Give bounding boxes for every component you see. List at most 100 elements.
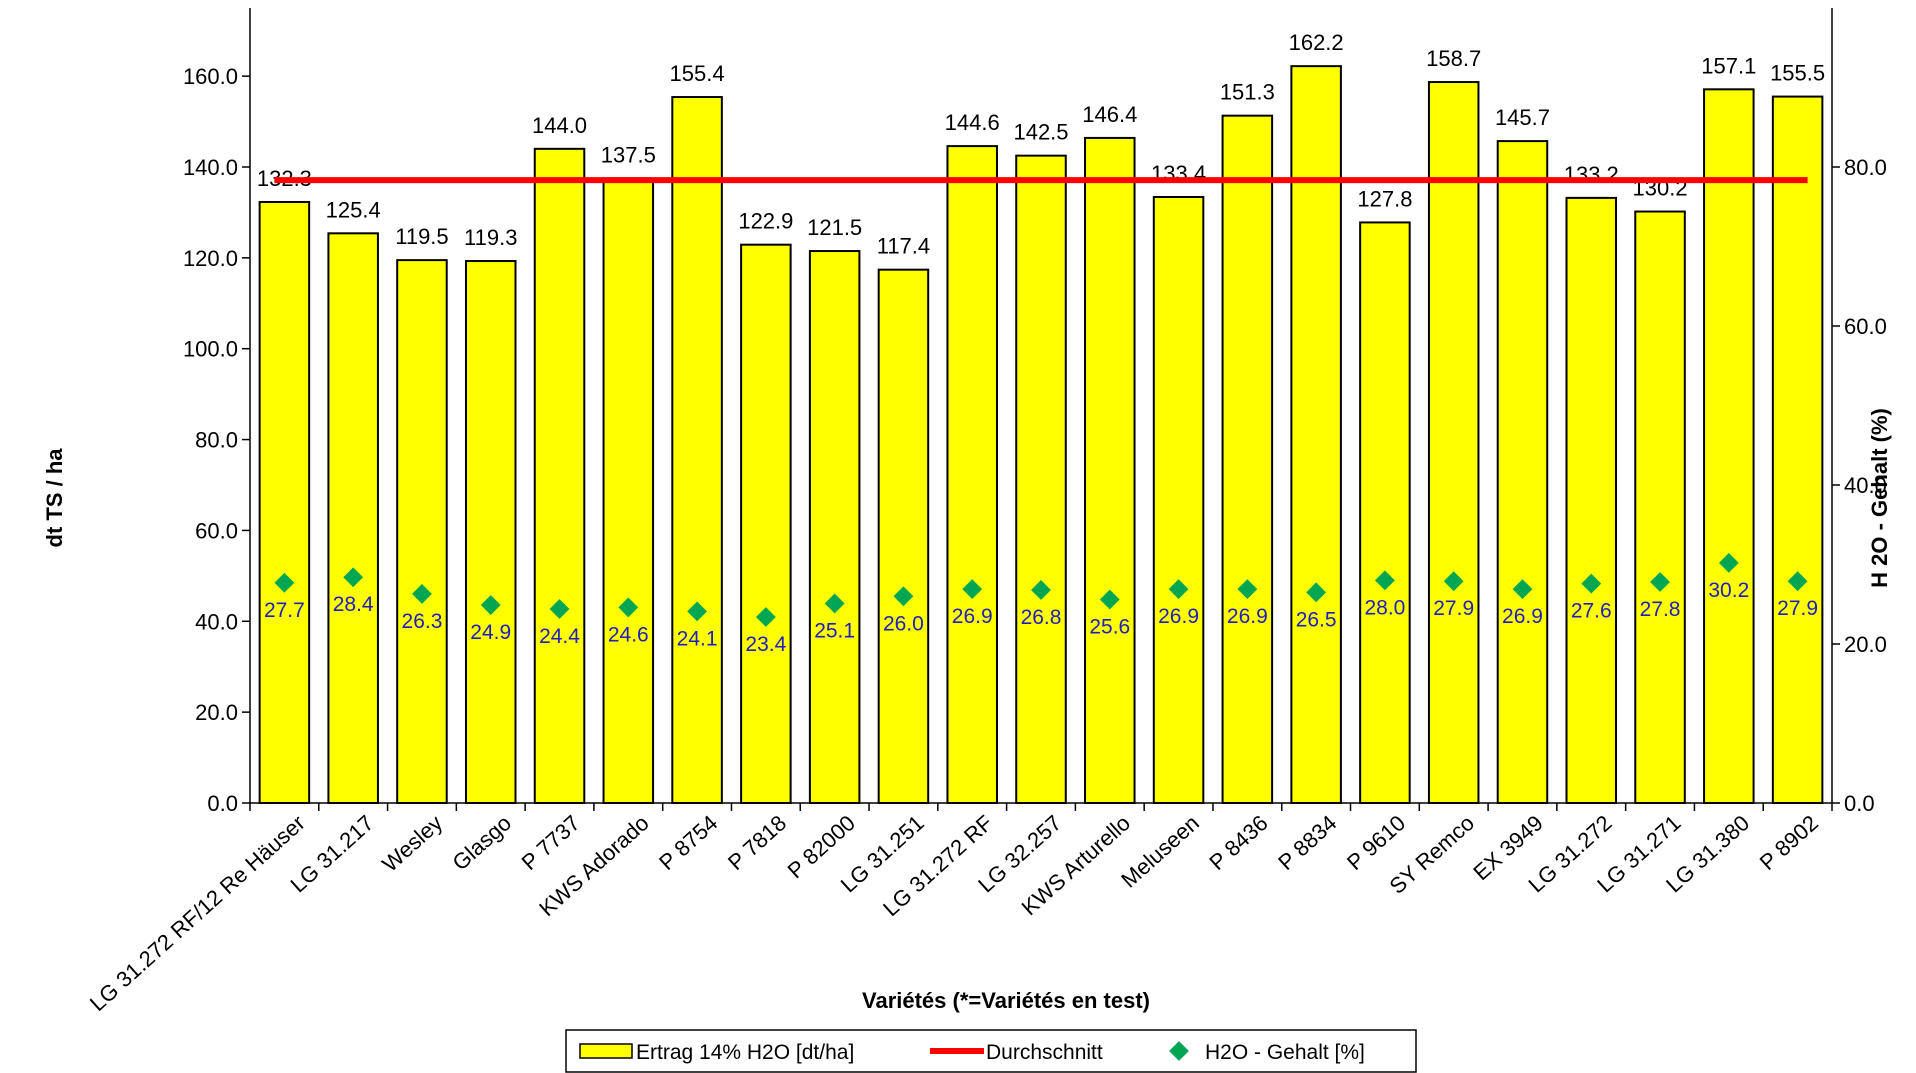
legend-frame — [565, 1029, 1417, 1073]
y-axis-left-tick-label: 80.0 — [195, 428, 238, 453]
y-axis-left-tick-label: 140.0 — [183, 155, 238, 180]
bar — [533, 147, 586, 805]
y-axis-left-tick-label: 160.0 — [183, 64, 238, 89]
bar — [1634, 210, 1686, 804]
bar — [464, 260, 517, 804]
y-axis-left: 0.0 20.0 40.0 60.0 80.0 100.0 120.0 140.0 160.0 — [183, 8, 251, 816]
bar-value-label: 146.4 — [1082, 102, 1137, 127]
bar — [1221, 114, 1274, 804]
h2o-point — [1718, 553, 1739, 573]
h2o-value-label: 26.0 — [883, 612, 924, 635]
y-axis-left-tick-label: 0.0 — [207, 791, 238, 816]
bar — [1084, 136, 1136, 804]
bar — [1496, 140, 1549, 804]
bar-value-label: 157.1 — [1701, 53, 1756, 78]
h2o-value-label: 26.9 — [1158, 605, 1199, 628]
x-axis-category-label: LG 31.272 RF/12 Re Häuser — [85, 810, 310, 1016]
bar-value-label: 158.7 — [1426, 46, 1481, 71]
x-axis-category-label: P 8834 — [1273, 810, 1341, 875]
x-axis-category-label: P 7818 — [723, 810, 791, 875]
bar-value-label: 162.2 — [1289, 30, 1344, 55]
x-axis-category-label: P 8754 — [654, 810, 722, 875]
bar — [1359, 221, 1411, 804]
h2o-value-label: 24.4 — [539, 625, 580, 648]
bar-value-label: 127.8 — [1357, 186, 1412, 211]
h2o-value-label: 26.5 — [1296, 608, 1337, 631]
bar-value-label: 121.5 — [807, 215, 862, 240]
h2o-point — [1650, 572, 1670, 592]
h2o-point — [1306, 582, 1327, 603]
h2o-point — [824, 593, 845, 614]
bar-value-label: 119.5 — [395, 224, 448, 249]
h2o-value-label: 25.6 — [1089, 615, 1130, 638]
y-axis-left-tick-label: 40.0 — [195, 609, 238, 634]
y-axis-left-tick-label: 60.0 — [195, 518, 238, 543]
h2o-point — [962, 579, 983, 600]
bar-labels: 132.3125.4119.5119.3144.0137.5155.4122.9… — [257, 30, 1825, 259]
h2o-point — [343, 567, 364, 588]
h2o-point — [687, 601, 707, 622]
h2o-point — [274, 572, 295, 593]
bars — [258, 65, 1824, 805]
bar — [258, 200, 311, 805]
bar — [1290, 65, 1342, 805]
x-axis-category-label: Wesley — [377, 810, 447, 877]
bar-value-label: 117.4 — [877, 234, 930, 259]
h2o-value-label: 30.2 — [1708, 579, 1749, 602]
h2o-point — [412, 584, 432, 604]
h2o-point — [1787, 571, 1808, 592]
bar-value-label: 145.7 — [1495, 105, 1550, 130]
bar-value-label: 151.3 — [1220, 80, 1275, 105]
bar — [877, 268, 930, 804]
h2o-value-label: 27.8 — [1640, 598, 1681, 621]
h2o-point — [1512, 579, 1533, 600]
y-axis-right: 0.0 20.0 40.0 60.0 80.0 — [1831, 8, 1887, 816]
bar-value-label: 137.5 — [601, 142, 656, 167]
h2o-point — [1237, 579, 1258, 600]
h2o-value-label: 28.4 — [333, 593, 374, 616]
legend-point-label: H2O - Gehalt [%] — [1205, 1041, 1365, 1064]
bar-value-label: 122.9 — [738, 209, 793, 234]
bar-value-label: 144.6 — [945, 110, 1000, 135]
bar — [1771, 95, 1824, 805]
bar — [808, 250, 861, 805]
legend-point-swatch — [1169, 1041, 1189, 1061]
bar — [396, 259, 448, 804]
h2o-points — [274, 553, 1808, 627]
bar-value-label: 155.4 — [670, 61, 725, 86]
h2o-point — [1375, 570, 1395, 591]
h2o-point — [618, 597, 639, 618]
legend-bar-swatch — [579, 1043, 633, 1059]
h2o-value-label: 25.1 — [814, 619, 855, 642]
legend-line-label: Durchschnitt — [986, 1041, 1103, 1064]
h2o-point — [893, 586, 914, 607]
bar — [1565, 196, 1618, 805]
h2o-value-label: 26.9 — [952, 605, 993, 628]
y-axis-right-title: H 2O - Gehalt (%) — [1867, 408, 1892, 588]
bar-value-label: 119.3 — [464, 225, 517, 250]
legend: Ertrag 14% H2O [dt/ha] Durchschnitt H2O … — [565, 1029, 1417, 1073]
h2o-value-label: 26.9 — [1502, 605, 1543, 628]
y-axis-right-tick-label: 20.0 — [1844, 632, 1887, 657]
bar — [740, 243, 792, 804]
y-axis-left-tick-label: 100.0 — [183, 337, 238, 362]
h2o-point — [1443, 571, 1464, 592]
h2o-value-label: 27.6 — [1571, 600, 1612, 623]
h2o-value-label: 24.1 — [677, 627, 718, 650]
h2o-point — [1581, 573, 1602, 594]
x-axis-category-label: P 8902 — [1755, 810, 1823, 875]
y-axis-right-tick-label: 0.0 — [1844, 791, 1875, 816]
h2o-value-label: 24.9 — [470, 621, 511, 644]
y-axis-left-tick-label: 20.0 — [195, 700, 238, 725]
h2o-value-label: 26.8 — [1021, 606, 1062, 629]
h2o-value-label: 27.9 — [1777, 597, 1818, 620]
h2o-value-label: 26.3 — [402, 610, 443, 633]
bar — [946, 145, 998, 805]
h2o-value-label: 27.9 — [1433, 597, 1474, 620]
h2o-labels: 27.7 28.4 26.3 24.9 24.4 24.6 24.1 23.4 25.1 26.0… — [264, 579, 1818, 656]
h2o-point — [549, 599, 570, 619]
bar — [1427, 81, 1480, 804]
h2o-value-label: 27.7 — [264, 599, 305, 622]
bar-value-label: 155.5 — [1770, 61, 1825, 86]
